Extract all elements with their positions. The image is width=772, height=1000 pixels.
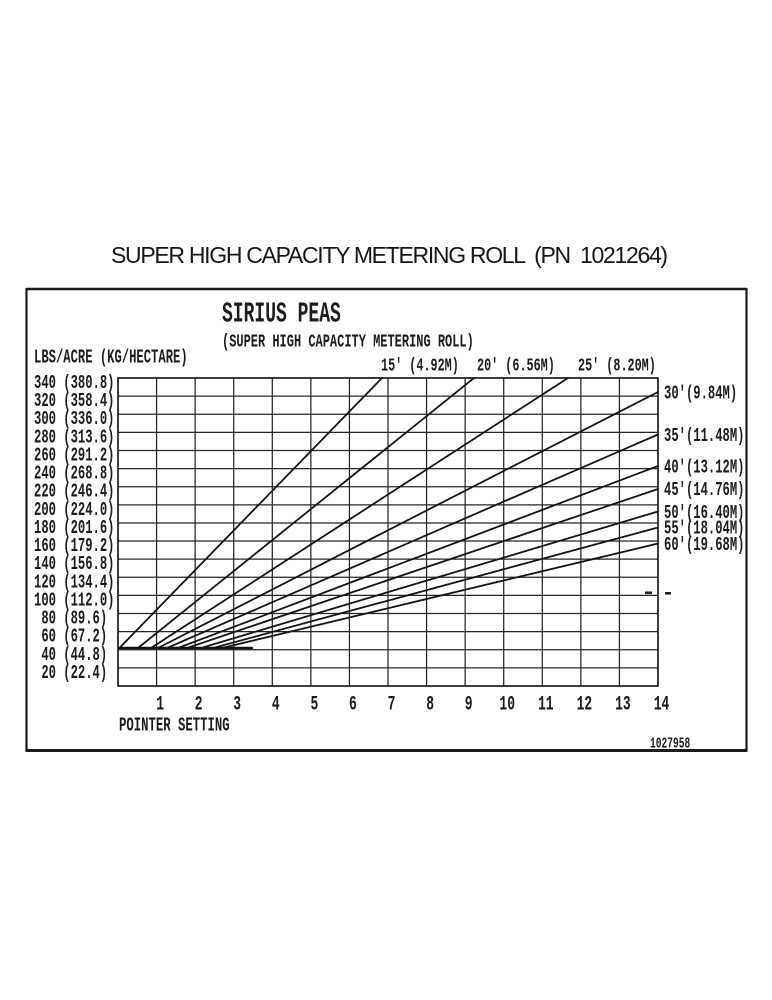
- svg-text:50'(16.40M): 50'(16.40M): [664, 502, 744, 523]
- svg-text:1027958: 1027958: [650, 734, 690, 752]
- svg-text:LBS/ACRE (KG/HECTARE): LBS/ACRE (KG/HECTARE): [34, 347, 188, 368]
- svg-text:POINTER SETTING: POINTER SETTING: [119, 715, 230, 736]
- svg-text:40'(13.12M): 40'(13.12M): [664, 457, 744, 478]
- svg-text:4: 4: [272, 694, 280, 717]
- svg-text:200 (224.0): 200 (224.0): [34, 499, 114, 520]
- svg-text:25' (8.20M): 25' (8.20M): [578, 355, 656, 376]
- svg-text:9: 9: [465, 694, 473, 717]
- svg-text:15' (4.92M): 15' (4.92M): [381, 355, 459, 376]
- svg-text:80 (89.6): 80 (89.6): [34, 608, 107, 629]
- svg-text:7: 7: [388, 694, 396, 717]
- svg-text:20 (22.4): 20 (22.4): [34, 662, 107, 683]
- svg-text:13: 13: [615, 694, 631, 717]
- svg-text:20' (6.56M): 20' (6.56M): [477, 355, 555, 376]
- svg-text:1: 1: [156, 694, 164, 717]
- svg-text:260 (291.2): 260 (291.2): [34, 445, 114, 466]
- svg-text:SUPER HIGH CAPACITY METERING R: SUPER HIGH CAPACITY METERING ROLL (PN 10…: [111, 242, 667, 268]
- svg-text:35'(11.48M): 35'(11.48M): [664, 425, 744, 446]
- svg-text:5: 5: [310, 694, 318, 717]
- svg-text:280 (313.6): 280 (313.6): [34, 427, 114, 448]
- svg-text:340 (380.8): 340 (380.8): [34, 372, 114, 393]
- svg-text:100 (112.0): 100 (112.0): [34, 590, 114, 611]
- svg-text:10: 10: [499, 694, 515, 717]
- svg-text:8: 8: [426, 694, 434, 717]
- svg-text:240 (268.8): 240 (268.8): [34, 463, 114, 484]
- svg-text:140 (156.8): 140 (156.8): [34, 554, 114, 575]
- svg-text:14: 14: [654, 694, 670, 717]
- svg-text:SIRIUS PEAS: SIRIUS PEAS: [222, 299, 341, 331]
- svg-text:120 (134.4): 120 (134.4): [34, 572, 114, 593]
- svg-text:6: 6: [349, 694, 357, 717]
- svg-text:300 (336.0): 300 (336.0): [34, 409, 114, 430]
- svg-text:180 (201.6): 180 (201.6): [34, 517, 114, 538]
- svg-text:12: 12: [577, 694, 593, 717]
- svg-text:(SUPER HIGH CAPACITY METERING: (SUPER HIGH CAPACITY METERING ROLL): [222, 331, 474, 352]
- svg-text:60'(19.68M): 60'(19.68M): [664, 534, 744, 555]
- svg-text:11: 11: [538, 694, 554, 717]
- svg-text:45'(14.76M): 45'(14.76M): [664, 480, 744, 501]
- svg-text:60 (67.2): 60 (67.2): [34, 626, 107, 647]
- svg-text:40 (44.8): 40 (44.8): [34, 644, 107, 665]
- svg-text:55'(18.04M): 55'(18.04M): [664, 518, 744, 539]
- svg-text:2: 2: [195, 694, 203, 717]
- svg-text:30'(9.84M): 30'(9.84M): [664, 383, 737, 404]
- svg-text:220 (246.4): 220 (246.4): [34, 481, 114, 502]
- svg-text:3: 3: [233, 694, 241, 717]
- svg-text:160 (179.2): 160 (179.2): [34, 536, 114, 557]
- svg-text:320 (358.4): 320 (358.4): [34, 391, 114, 412]
